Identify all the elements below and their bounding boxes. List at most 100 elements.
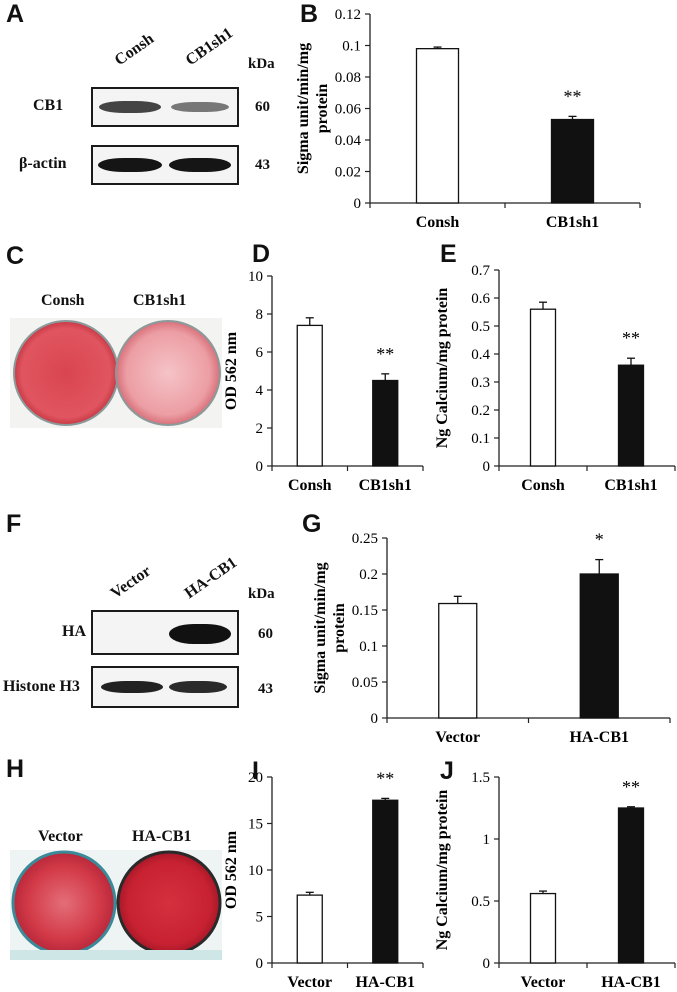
bar-chart-i: 0 5 10 15 20 Vector ** HA-CB1 OD 562 nm bbox=[223, 768, 424, 991]
y-tick-label: 0 bbox=[483, 956, 491, 972]
y-axis-label: OD 562 nm bbox=[223, 830, 240, 909]
significance-marker: ** bbox=[564, 86, 582, 106]
panel-label-b: B bbox=[300, 0, 319, 28]
kda-value: 60 bbox=[255, 99, 270, 115]
band bbox=[98, 158, 162, 172]
bar-chart-j: 0 0.5 1 1.5 Vector ** HA-CB1 Ng Calcium/mg prot… bbox=[434, 770, 676, 991]
y-tick-label: 2 bbox=[256, 421, 264, 437]
y-axis-label: protein bbox=[314, 84, 331, 134]
blot-row-label-beta-actin: β-actin bbox=[19, 155, 67, 172]
y-tick-label: 0.05 bbox=[352, 675, 378, 691]
x-category-label: CB1sh1 bbox=[359, 477, 412, 494]
bar bbox=[529, 892, 557, 964]
y-tick-label: 0 bbox=[354, 196, 362, 212]
x-category-label: CB1sh1 bbox=[604, 477, 657, 494]
panel-label-j: J bbox=[440, 757, 454, 785]
significance-marker: ** bbox=[376, 344, 394, 364]
y-tick-label: 0.7 bbox=[471, 263, 490, 279]
y-tick-label: 15 bbox=[248, 817, 263, 833]
y-tick-label: 0.5 bbox=[471, 319, 490, 335]
stained-dishes-image bbox=[10, 318, 222, 428]
y-tick-label: 20 bbox=[248, 770, 263, 786]
y-tick-label: 0.6 bbox=[471, 291, 490, 307]
panel-label-g: G bbox=[302, 510, 322, 538]
blot-ha bbox=[91, 610, 239, 655]
bar bbox=[372, 799, 399, 964]
y-tick-label: 0 bbox=[256, 956, 264, 972]
panel-label-e: E bbox=[440, 240, 457, 268]
bar bbox=[372, 379, 399, 467]
x-category-label: HA-CB1 bbox=[355, 974, 415, 991]
y-tick-label: 0.04 bbox=[335, 133, 362, 149]
x-category-label: Consh bbox=[521, 477, 565, 494]
dish bbox=[11, 850, 117, 956]
y-tick-label: 6 bbox=[256, 345, 264, 361]
y-tick-label: 10 bbox=[248, 863, 263, 879]
y-tick-label: 0.2 bbox=[359, 567, 378, 583]
y-tick-label: 0.06 bbox=[335, 102, 362, 118]
blot-row-label-ha: HA bbox=[62, 623, 86, 640]
y-tick-label: 1 bbox=[483, 832, 491, 848]
y-tick-label: 1.5 bbox=[471, 770, 490, 786]
y-tick-label: 0.2 bbox=[471, 403, 490, 419]
y-axis-label: Ng Calcium/mg protein bbox=[434, 288, 451, 449]
panel-label-d: D bbox=[252, 240, 271, 268]
kda-value: 43 bbox=[255, 157, 270, 173]
panel-label-h: H bbox=[6, 755, 25, 783]
bar-chart-d: 0 2 4 6 8 10 Consh ** CB1sh1 OD 562 nm bbox=[223, 269, 424, 494]
y-axis-label: Sigma unit/min/mg bbox=[295, 43, 312, 174]
y-tick-label: 0.25 bbox=[352, 531, 378, 547]
y-tick-label: 4 bbox=[256, 383, 264, 399]
kda-value: 43 bbox=[258, 681, 273, 697]
band bbox=[171, 102, 229, 112]
bar bbox=[296, 324, 323, 467]
y-tick-label: 0 bbox=[371, 711, 379, 727]
band bbox=[169, 681, 227, 693]
y-tick-label: 0.12 bbox=[335, 7, 361, 23]
bar bbox=[438, 602, 478, 719]
x-category-label: HA-CB1 bbox=[569, 729, 629, 746]
blot-row-label-histone-h3: Histone H3 bbox=[3, 678, 80, 695]
kda-label: kDa bbox=[248, 586, 275, 602]
y-tick-label: 0.1 bbox=[471, 431, 490, 447]
dish-label-vector: Vector bbox=[38, 828, 83, 845]
x-category-label: Vector bbox=[287, 974, 332, 991]
blot-row-label-cb1: CB1 bbox=[33, 97, 64, 114]
kda-value: 60 bbox=[258, 626, 273, 642]
dish-label-cb1sh1: CB1sh1 bbox=[133, 292, 187, 309]
lane-label-vector: Vector bbox=[107, 562, 155, 603]
bar bbox=[529, 308, 557, 467]
kda-label: kDa bbox=[248, 56, 275, 72]
bar bbox=[617, 364, 645, 467]
y-tick-label: 10 bbox=[248, 269, 263, 285]
blot-beta-actin bbox=[91, 145, 239, 185]
x-category-label: Consh bbox=[416, 214, 460, 231]
panel-label-c: C bbox=[6, 242, 25, 270]
panel-label-f: F bbox=[6, 510, 22, 538]
significance-marker: * bbox=[595, 530, 604, 550]
y-tick-label: 0.1 bbox=[342, 39, 361, 55]
band bbox=[99, 101, 161, 113]
bar-chart-e: 0 0.1 0.2 0.3 0.4 0.5 0.6 0.7 Consh ** CB1sh1 Ng Ca… bbox=[434, 263, 676, 494]
y-tick-label: 0.02 bbox=[335, 165, 361, 181]
y-axis-label: Sigma unit/min/mg bbox=[312, 562, 329, 693]
x-category-label: Vector bbox=[435, 729, 480, 746]
y-tick-label: 0 bbox=[256, 459, 264, 475]
blot-cb1 bbox=[91, 87, 239, 127]
y-tick-label: 0.08 bbox=[335, 70, 361, 86]
band bbox=[101, 681, 163, 693]
y-axis-label: protein bbox=[331, 603, 348, 653]
y-tick-label: 0 bbox=[483, 459, 491, 475]
bar bbox=[415, 48, 460, 204]
significance-marker: ** bbox=[622, 328, 640, 348]
significance-marker: ** bbox=[622, 777, 640, 797]
band bbox=[169, 158, 231, 172]
x-category-label: CB1sh1 bbox=[546, 214, 599, 231]
lane-label-consh: Consh bbox=[111, 30, 158, 70]
dish bbox=[115, 320, 221, 426]
lane-label-cb1sh1: CB1sh1 bbox=[182, 24, 237, 70]
blot-histone-h3 bbox=[91, 666, 239, 708]
x-category-label: Vector bbox=[521, 974, 566, 991]
bar bbox=[550, 118, 595, 204]
dish-label-consh: Consh bbox=[41, 292, 85, 309]
